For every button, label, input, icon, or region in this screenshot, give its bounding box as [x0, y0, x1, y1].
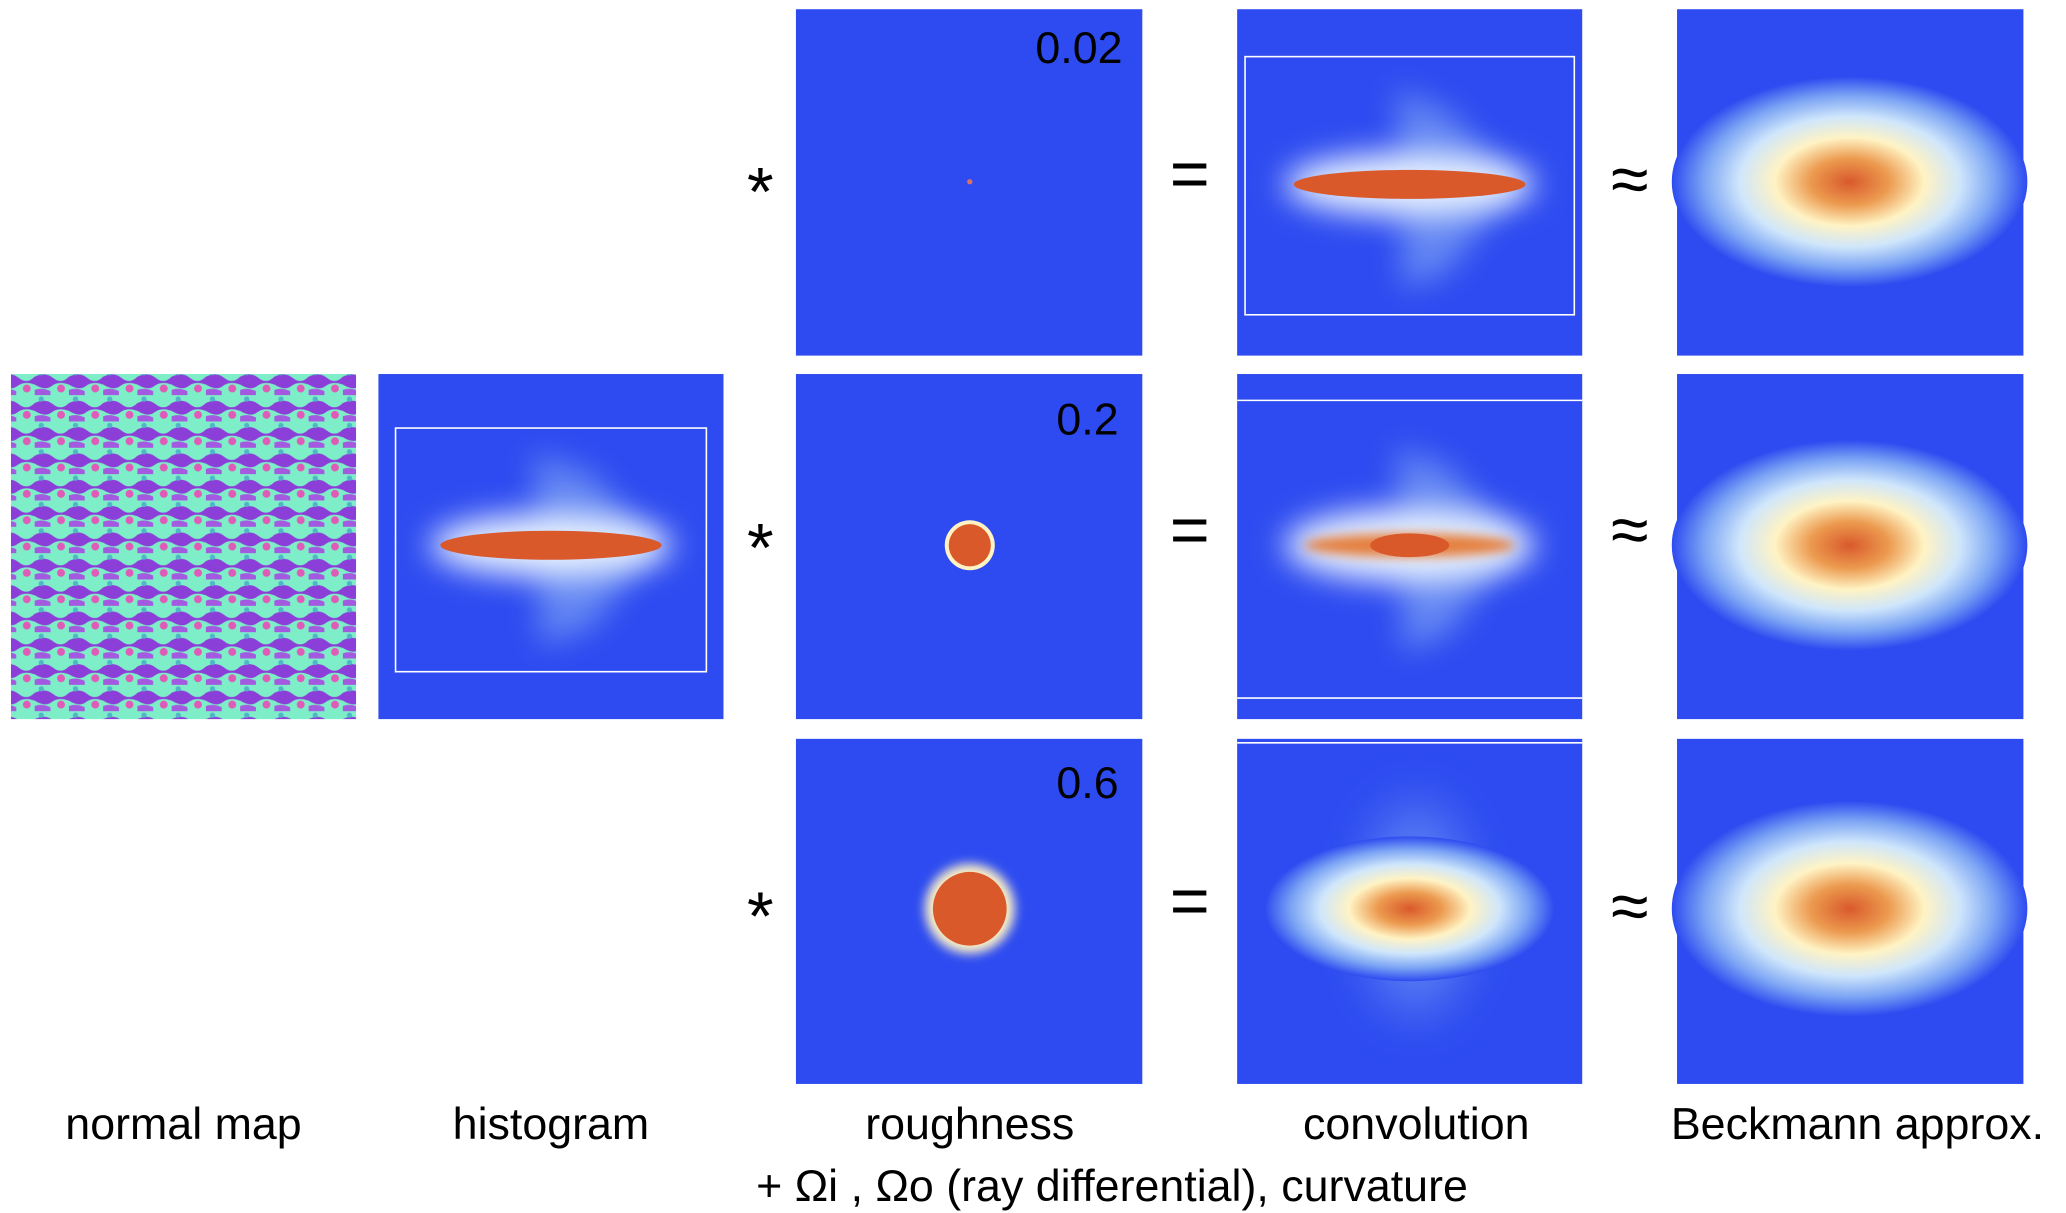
roughness-value: 0.02: [1035, 23, 1122, 73]
figure: 0.02 0.2 0.6 * = ≈ * = ≈ * = ≈ normal ma…: [0, 0, 2066, 1213]
operator: ≈: [1611, 140, 1649, 217]
kernel: [967, 179, 972, 184]
core: [1265, 836, 1555, 981]
operator: *: [747, 509, 774, 586]
normal-map: [11, 374, 356, 719]
operator: *: [747, 878, 774, 955]
roughness-value: 0.6: [1056, 758, 1118, 808]
column-label: convolution: [1303, 1099, 1529, 1149]
kernel: [949, 524, 991, 566]
kernel: [933, 872, 1007, 946]
operator: =: [1170, 491, 1210, 568]
operator: =: [1170, 862, 1210, 939]
column-label: roughness: [865, 1099, 1074, 1149]
core: [440, 531, 661, 560]
column-label: histogram: [453, 1099, 650, 1149]
caption: + Ωi , Ωo (ray differential), curvature: [756, 1161, 1468, 1211]
beckmann-lobe: [1672, 76, 2028, 287]
operator: *: [747, 154, 774, 231]
operator: ≈: [1611, 867, 1649, 944]
page: {"columns": ["normal map", "histogram", …: [0, 0, 2066, 1213]
beckmann-lobe: [1672, 801, 2028, 1017]
beckmann-lobe: [1672, 440, 2028, 651]
operator: =: [1170, 135, 1210, 212]
column-label: Beckmann approx.: [1671, 1099, 2044, 1149]
roughness-value: 0.2: [1056, 395, 1118, 445]
core: [1294, 170, 1526, 199]
core: [1370, 533, 1449, 557]
column-label: normal map: [65, 1099, 301, 1149]
operator: ≈: [1611, 491, 1649, 568]
